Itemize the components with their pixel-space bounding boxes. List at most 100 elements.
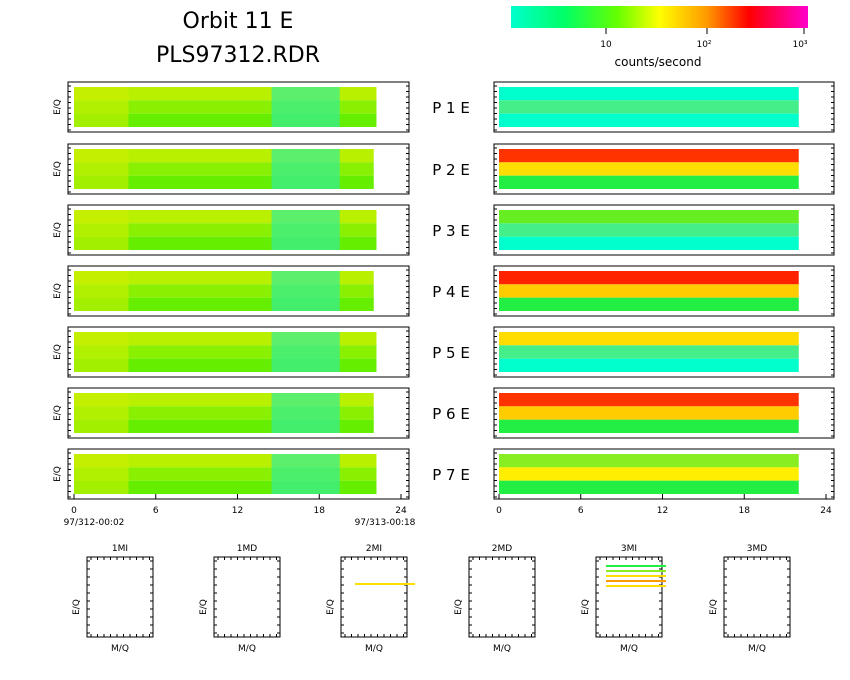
heatmap-band-right bbox=[499, 297, 799, 311]
panel-ylabel: E/Q bbox=[53, 222, 63, 238]
heatmap-band-right bbox=[499, 149, 799, 163]
title-line-1: Orbit 11 E bbox=[183, 9, 294, 34]
colorbar-tick-label: 10² bbox=[696, 40, 711, 50]
panel-frame-right bbox=[493, 265, 835, 317]
heatmap-band-left bbox=[74, 87, 129, 127]
mass-panel-title: 3MD bbox=[747, 544, 767, 554]
mass-panel-title: 1MI bbox=[112, 544, 128, 554]
panel-ylabel: E/Q bbox=[53, 161, 63, 177]
heatmap-band-left bbox=[271, 332, 340, 372]
panel-frame-right bbox=[493, 448, 835, 500]
colorbar bbox=[511, 6, 808, 28]
mass-panel-frame bbox=[595, 556, 663, 638]
x-tick-label: 12 bbox=[657, 506, 668, 516]
heatmap-band-left bbox=[271, 149, 340, 189]
x-start-label: 97/312-00:02 bbox=[64, 518, 125, 528]
mass-panel-frame bbox=[213, 556, 281, 638]
heatmap-band-right bbox=[499, 87, 799, 101]
heatmap-band-right bbox=[499, 113, 799, 127]
panel-ylabel: E/Q bbox=[53, 99, 63, 115]
heatmap-band-left bbox=[74, 332, 129, 372]
x-tick-label: 24 bbox=[395, 506, 407, 516]
panel-frame-left bbox=[67, 387, 410, 439]
x-tick-label: 24 bbox=[820, 506, 832, 516]
mass-panel-signal bbox=[355, 583, 415, 585]
panel-frame-right bbox=[493, 204, 835, 256]
panel-frame-left bbox=[67, 265, 410, 317]
mass-panel-ylabel: E/Q bbox=[72, 599, 82, 615]
mass-panel-ylabel: E/Q bbox=[454, 599, 464, 615]
heatmap-band-right bbox=[499, 467, 799, 481]
heatmap-band-left bbox=[74, 454, 129, 494]
mass-panel-xlabel: M/Q bbox=[365, 644, 383, 654]
mass-panel-frame bbox=[468, 556, 536, 638]
mass-panel-signal bbox=[606, 570, 666, 572]
mass-panel-signal bbox=[606, 575, 666, 577]
heatmap-band-right bbox=[499, 480, 799, 494]
mass-panel-ylabel: E/Q bbox=[581, 599, 591, 615]
mass-panel-title: 3MI bbox=[621, 544, 637, 554]
x-end-label: 97/313-00:18 bbox=[355, 518, 416, 528]
panel-label: P 5 E bbox=[432, 344, 470, 362]
mass-panel-signal bbox=[606, 585, 666, 587]
panel-ylabel: E/Q bbox=[53, 466, 63, 482]
panel-frame-right bbox=[493, 387, 835, 439]
panel-label: P 6 E bbox=[432, 405, 470, 423]
mass-panel-xlabel: M/Q bbox=[111, 644, 129, 654]
heatmap-band-right bbox=[499, 393, 799, 407]
x-tick-label: 18 bbox=[314, 506, 326, 516]
heatmap-band-left bbox=[74, 210, 129, 250]
heatmap-band-right bbox=[499, 419, 799, 433]
panel-ylabel: E/Q bbox=[53, 405, 63, 421]
heatmap-band-right bbox=[499, 406, 799, 420]
colorbar-tick-label: 10³ bbox=[792, 40, 807, 50]
colorbar-label: counts/second bbox=[615, 55, 702, 69]
panel-label: P 7 E bbox=[432, 466, 470, 484]
mass-panel-xlabel: M/Q bbox=[493, 644, 511, 654]
mass-panel-xlabel: M/Q bbox=[620, 644, 638, 654]
heatmap-band-right bbox=[499, 454, 799, 468]
panel-frame-left bbox=[67, 143, 410, 195]
heatmap-band-right bbox=[499, 100, 799, 114]
mass-panel-title: 2MD bbox=[492, 544, 512, 554]
x-tick-label: 18 bbox=[739, 506, 751, 516]
panel-ylabel: E/Q bbox=[53, 283, 63, 299]
heatmap-band-right bbox=[499, 345, 799, 359]
mass-panel-title: 1MD bbox=[237, 544, 257, 554]
heatmap-band-right bbox=[499, 332, 799, 346]
heatmap-band-left bbox=[271, 87, 340, 127]
x-tick-label: 0 bbox=[496, 506, 502, 516]
mass-panel-ylabel: E/Q bbox=[199, 599, 209, 615]
mass-panel-signal bbox=[606, 580, 666, 582]
panel-frame-left bbox=[67, 81, 410, 133]
panel-label: P 2 E bbox=[432, 161, 470, 179]
heatmap-band-right bbox=[499, 210, 799, 224]
panel-frame-right bbox=[493, 143, 835, 195]
mass-panel-title: 2MI bbox=[366, 544, 382, 554]
panel-ylabel: E/Q bbox=[53, 344, 63, 360]
panel-frame-right bbox=[493, 326, 835, 378]
heatmap-band-left bbox=[271, 393, 340, 433]
mass-panel-ylabel: E/Q bbox=[326, 599, 336, 615]
mass-panel-frame bbox=[723, 556, 791, 638]
heatmap-band-left bbox=[74, 149, 129, 189]
heatmap-band-left bbox=[74, 271, 129, 311]
panel-label: P 3 E bbox=[432, 222, 470, 240]
heatmap-band-left bbox=[271, 454, 340, 494]
mass-panel-xlabel: M/Q bbox=[748, 644, 766, 654]
panel-label: P 4 E bbox=[432, 283, 470, 301]
x-tick-label: 6 bbox=[578, 506, 584, 516]
heatmap-band-left bbox=[271, 271, 340, 311]
panel-frame-left bbox=[67, 204, 410, 256]
heatmap-band-left bbox=[271, 210, 340, 250]
heatmap-band-right bbox=[499, 175, 799, 189]
mass-panel-signal bbox=[606, 565, 666, 567]
mass-panel-xlabel: M/Q bbox=[238, 644, 256, 654]
mass-panel-ylabel: E/Q bbox=[709, 599, 719, 615]
heatmap-band-right bbox=[499, 271, 799, 285]
heatmap-band-right bbox=[499, 358, 799, 372]
heatmap-band-right bbox=[499, 284, 799, 298]
title-line-2: PLS97312.RDR bbox=[156, 43, 320, 68]
mass-panel-frame bbox=[340, 556, 408, 638]
